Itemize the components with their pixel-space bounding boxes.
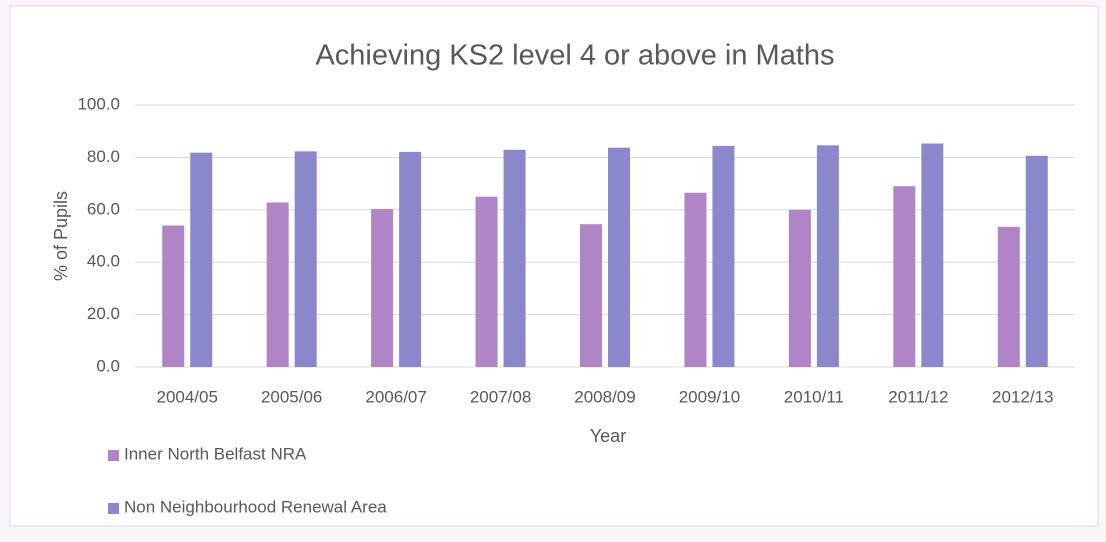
bar <box>266 202 289 367</box>
bar <box>190 152 213 367</box>
x-tick-label: 2005/06 <box>261 387 322 406</box>
bar <box>997 226 1020 367</box>
y-tick-label: 100.0 <box>77 94 120 113</box>
bar <box>371 209 394 367</box>
chart-title: Achieving KS2 level 4 or above in Maths <box>315 40 834 72</box>
bar <box>162 225 185 367</box>
bar <box>893 186 916 367</box>
bar <box>294 151 317 367</box>
x-tick-label: 2007/08 <box>470 387 531 406</box>
y-axis-label: % of Pupils <box>51 191 71 281</box>
y-tick-label: 60.0 <box>87 199 120 218</box>
x-axis-label: Year <box>590 426 626 446</box>
bar <box>399 151 422 367</box>
y-tick-label: 40.0 <box>87 252 120 271</box>
bar <box>816 145 839 367</box>
x-tick-label: 2009/10 <box>679 387 740 406</box>
bar <box>475 196 498 367</box>
x-tick-label: 2012/13 <box>992 387 1053 406</box>
bar <box>712 145 735 367</box>
legend-label: Non Neighbourhood Renewal Area <box>124 497 387 516</box>
x-tick-label: 2006/07 <box>365 387 426 406</box>
y-tick-label: 20.0 <box>87 304 120 323</box>
legend-label: Inner North Belfast NRA <box>124 444 307 463</box>
bar <box>788 209 811 367</box>
bar <box>580 224 602 367</box>
bar <box>684 192 707 367</box>
legend-swatch <box>108 450 119 461</box>
bar <box>921 143 944 367</box>
y-tick-label: 80.0 <box>87 147 120 166</box>
x-tick-label: 2004/05 <box>156 387 217 406</box>
bar <box>1025 155 1048 367</box>
bar <box>503 149 526 367</box>
legend-swatch <box>108 503 119 514</box>
x-tick-label: 2010/11 <box>784 387 844 406</box>
x-tick-label: 2008/09 <box>574 387 635 406</box>
y-tick-label: 0.0 <box>96 356 120 375</box>
bar <box>608 147 630 367</box>
x-tick-label: 2011/12 <box>888 387 948 406</box>
